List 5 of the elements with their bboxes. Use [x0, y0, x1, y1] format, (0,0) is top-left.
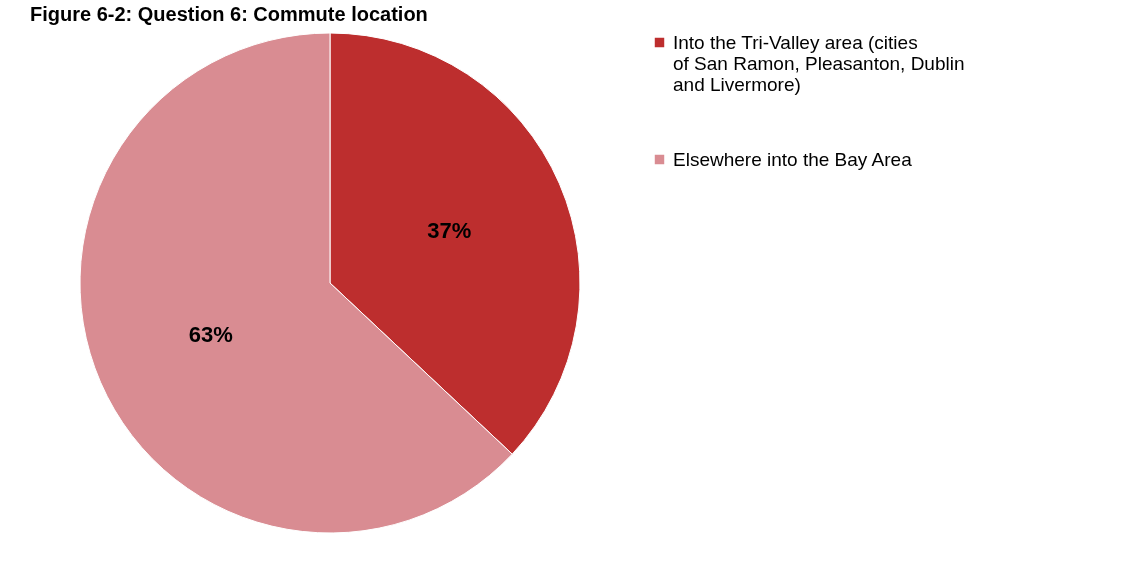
- legend-label: Elsewhere into the Bay Area: [673, 148, 913, 170]
- chart-title: Figure 6-2: Question 6: Commute location: [30, 3, 428, 25]
- legend-label: Into the Tri-Valley area (cities of San Ramon, Pleasanton, Dublin and Livermore): [673, 31, 965, 95]
- data-label: 37%: [427, 218, 472, 244]
- data-label: 63%: [188, 321, 233, 347]
